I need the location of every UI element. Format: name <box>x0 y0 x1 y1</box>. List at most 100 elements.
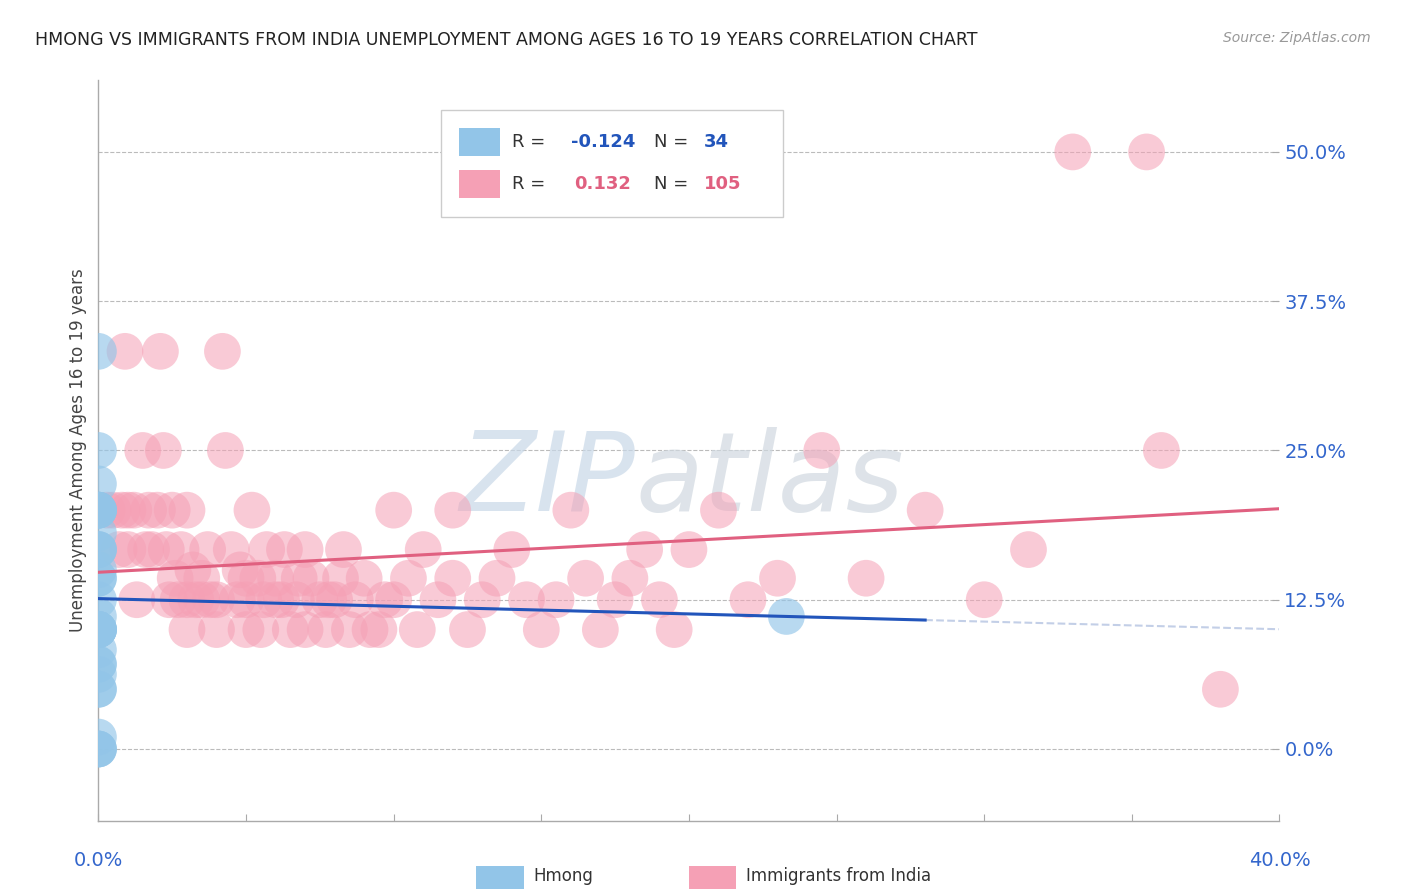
Point <box>162 503 183 517</box>
Point <box>270 592 292 607</box>
Point <box>648 592 671 607</box>
FancyBboxPatch shape <box>689 866 737 889</box>
Point <box>122 503 145 517</box>
Point <box>135 542 157 557</box>
Point <box>87 503 110 517</box>
FancyBboxPatch shape <box>441 110 783 218</box>
Point <box>605 592 627 607</box>
Point <box>427 592 450 607</box>
Point <box>273 542 295 557</box>
Point <box>149 344 172 359</box>
Point <box>221 542 243 557</box>
Point <box>457 623 479 637</box>
Text: N =: N = <box>654 133 693 151</box>
Point <box>226 592 249 607</box>
Text: N =: N = <box>654 175 693 193</box>
Point <box>441 503 464 517</box>
Point <box>530 623 553 637</box>
Text: R =: R = <box>512 175 551 193</box>
Point <box>165 571 187 585</box>
Point <box>589 623 612 637</box>
Point <box>87 623 110 637</box>
Point <box>197 542 219 557</box>
Point <box>87 643 110 657</box>
Point <box>87 609 110 624</box>
Point <box>176 592 198 607</box>
Text: 40.0%: 40.0% <box>1249 851 1310 871</box>
Point <box>87 623 110 637</box>
Point <box>132 443 155 458</box>
Point <box>141 542 163 557</box>
Point <box>229 563 252 577</box>
Point <box>246 571 269 585</box>
Point <box>240 503 263 517</box>
Point <box>253 592 276 607</box>
Point <box>103 503 125 517</box>
Point <box>87 682 110 697</box>
Point <box>294 623 316 637</box>
Point <box>441 571 464 585</box>
Point <box>256 542 278 557</box>
Point <box>737 592 759 607</box>
Point <box>111 503 134 517</box>
Point <box>200 592 222 607</box>
Point <box>235 571 257 585</box>
Point <box>87 571 110 585</box>
Point <box>87 542 110 557</box>
Point <box>315 623 337 637</box>
Point <box>914 503 936 517</box>
Point <box>855 571 877 585</box>
Point <box>382 503 405 517</box>
Point <box>87 667 110 681</box>
Point <box>294 542 316 557</box>
Point <box>359 623 381 637</box>
Point <box>619 571 641 585</box>
Point <box>87 503 110 517</box>
Point <box>87 623 110 637</box>
Text: 0.132: 0.132 <box>575 175 631 193</box>
Point <box>146 503 169 517</box>
Point <box>1136 145 1159 159</box>
Point <box>205 592 228 607</box>
Point <box>125 592 148 607</box>
Point <box>353 571 375 585</box>
Point <box>235 592 257 607</box>
Point <box>87 623 110 637</box>
Point <box>167 592 190 607</box>
Point <box>318 592 340 607</box>
Point <box>280 623 302 637</box>
Text: 0.0%: 0.0% <box>73 851 124 871</box>
Point <box>766 571 789 585</box>
Text: 105: 105 <box>704 175 742 193</box>
Point <box>486 571 509 585</box>
Point <box>96 503 118 517</box>
Point <box>87 503 110 517</box>
Point <box>157 592 180 607</box>
Text: HMONG VS IMMIGRANTS FROM INDIA UNEMPLOYMENT AMONG AGES 16 TO 19 YEARS CORRELATIO: HMONG VS IMMIGRANTS FROM INDIA UNEMPLOYM… <box>35 31 977 49</box>
Point <box>471 592 494 607</box>
Point <box>114 344 136 359</box>
Point <box>412 542 434 557</box>
Point <box>87 525 110 540</box>
Point <box>87 730 110 744</box>
Point <box>87 742 110 756</box>
Point <box>516 592 538 607</box>
FancyBboxPatch shape <box>458 128 501 156</box>
Point <box>108 542 131 557</box>
Point <box>264 571 287 585</box>
Point <box>374 592 396 607</box>
Text: Source: ZipAtlas.com: Source: ZipAtlas.com <box>1223 31 1371 45</box>
Text: R =: R = <box>512 133 551 151</box>
Point <box>250 623 273 637</box>
Point <box>170 542 193 557</box>
Point <box>309 592 332 607</box>
Point <box>398 571 420 585</box>
Point <box>87 742 110 756</box>
Point <box>87 571 110 585</box>
Point <box>87 623 110 637</box>
Text: atlas: atlas <box>636 426 904 533</box>
Text: 34: 34 <box>704 133 730 151</box>
Point <box>285 592 308 607</box>
Point <box>678 542 700 557</box>
Point <box>501 542 523 557</box>
